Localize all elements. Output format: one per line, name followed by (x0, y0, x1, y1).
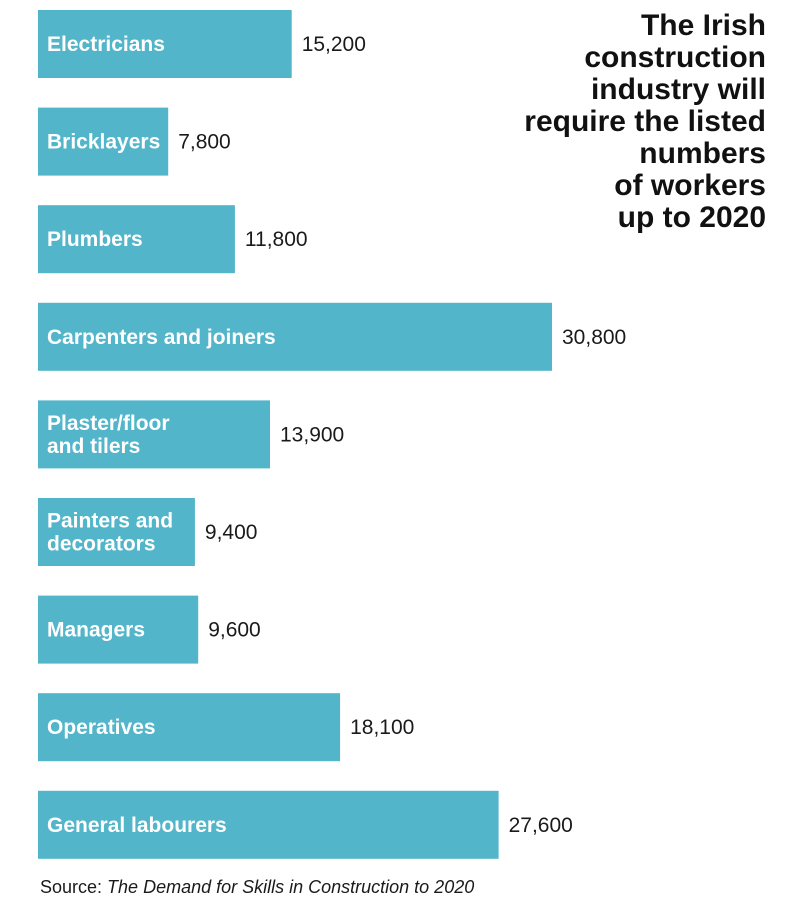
bar-category-label: Painters and decorators (47, 510, 173, 556)
bar-category-label: General labourers (47, 814, 227, 837)
bar (38, 400, 270, 469)
bar (38, 595, 199, 664)
bar-category-label: Operatives (47, 716, 156, 739)
bar-category-label: Managers (47, 619, 145, 642)
bar-category-label: Carpenters and joiners (47, 326, 276, 349)
bar (38, 790, 499, 859)
bar (38, 205, 235, 274)
bar (38, 302, 552, 371)
bar (38, 107, 169, 176)
bar-value-label: 9,400 (205, 521, 258, 544)
bar (38, 10, 292, 78)
chart-title: The Irish construction industry will req… (524, 9, 766, 234)
bar (38, 693, 341, 762)
bar-value-label: 30,800 (562, 326, 626, 349)
bar-value-label: 11,800 (245, 228, 308, 251)
bar-value-label: 9,600 (208, 619, 261, 642)
bar-category-label: Electricians (47, 33, 165, 56)
source-title: The Demand for Skills in Construction to… (107, 877, 475, 897)
chart-source: Source: The Demand for Skills in Constru… (40, 877, 474, 898)
bar-value-label: 18,100 (350, 716, 414, 739)
bar-value-label: 7,800 (178, 131, 231, 154)
bar-value-label: 15,200 (302, 33, 366, 56)
source-prefix: Source: (40, 877, 108, 897)
bar-value-label: 27,600 (509, 814, 573, 837)
bar-value-label: 13,900 (280, 423, 344, 446)
bar (38, 498, 195, 566)
bar-category-label: Bricklayers (47, 131, 160, 154)
bar-category-label: Plumbers (47, 228, 143, 251)
bar-category-label: Plaster/floor and tilers (47, 412, 170, 458)
